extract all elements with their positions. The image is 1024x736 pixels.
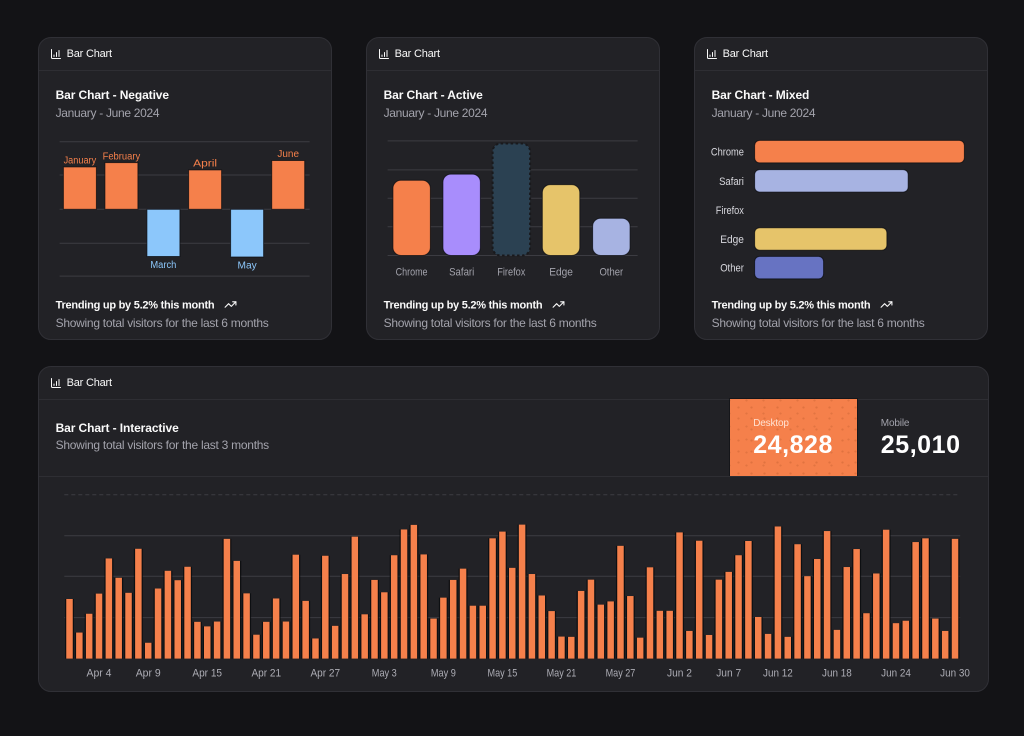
svg-text:Chrome: Chrome — [710, 147, 743, 159]
svg-text:June: June — [277, 149, 299, 160]
svg-text:Safari: Safari — [449, 266, 474, 278]
svg-text:Safari: Safari — [719, 176, 744, 188]
svg-text:Firefox: Firefox — [497, 266, 526, 278]
svg-text:Other: Other — [720, 263, 744, 275]
svg-text:January: January — [63, 156, 96, 167]
svg-text:Apr 21: Apr 21 — [251, 667, 281, 679]
svg-text:Other: Other — [599, 266, 623, 278]
svg-text:Jun 2: Jun 2 — [667, 667, 692, 679]
svg-text:Jun 18: Jun 18 — [822, 667, 852, 679]
svg-text:Jun 7: Jun 7 — [716, 667, 741, 679]
svg-text:Jun 24: Jun 24 — [881, 667, 911, 679]
svg-text:Edge: Edge — [549, 266, 573, 278]
svg-text:May 15: May 15 — [487, 667, 517, 679]
svg-text:April: April — [193, 159, 217, 170]
svg-text:Jun 12: Jun 12 — [763, 667, 793, 679]
svg-text:Firefox: Firefox — [715, 205, 744, 217]
svg-text:May 3: May 3 — [371, 667, 396, 679]
svg-text:Apr 15: Apr 15 — [192, 667, 222, 679]
svg-text:February: February — [102, 151, 140, 162]
svg-text:Jun 30: Jun 30 — [940, 667, 970, 679]
svg-text:March: March — [150, 260, 176, 271]
svg-text:Apr 27: Apr 27 — [310, 667, 340, 679]
svg-text:May 21: May 21 — [546, 667, 576, 679]
svg-text:Edge: Edge — [720, 234, 744, 246]
svg-text:Chrome: Chrome — [395, 266, 427, 278]
svg-text:May 9: May 9 — [430, 667, 455, 679]
svg-text:May: May — [237, 261, 256, 272]
svg-text:May 27: May 27 — [605, 667, 635, 679]
svg-text:Apr 4: Apr 4 — [86, 667, 111, 679]
svg-text:Apr 9: Apr 9 — [135, 667, 160, 679]
